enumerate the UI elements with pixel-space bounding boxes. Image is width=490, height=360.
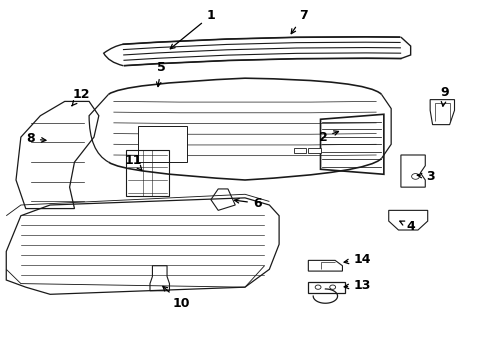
Bar bbox=[138, 126, 187, 162]
Text: 12: 12 bbox=[72, 88, 91, 106]
Bar bbox=[308, 148, 320, 153]
Text: 6: 6 bbox=[235, 197, 262, 210]
Text: 10: 10 bbox=[163, 286, 191, 310]
Text: 4: 4 bbox=[400, 220, 415, 233]
Text: 8: 8 bbox=[26, 132, 46, 145]
Text: 7: 7 bbox=[291, 9, 308, 34]
Text: 13: 13 bbox=[344, 279, 370, 292]
Text: 9: 9 bbox=[441, 86, 449, 106]
Text: 1: 1 bbox=[171, 9, 215, 49]
Bar bbox=[125, 150, 170, 196]
Text: 11: 11 bbox=[124, 154, 142, 170]
Text: 3: 3 bbox=[417, 170, 435, 183]
Text: 5: 5 bbox=[156, 61, 166, 86]
Bar bbox=[294, 148, 306, 153]
Text: 14: 14 bbox=[344, 253, 370, 266]
Text: 2: 2 bbox=[318, 131, 339, 144]
